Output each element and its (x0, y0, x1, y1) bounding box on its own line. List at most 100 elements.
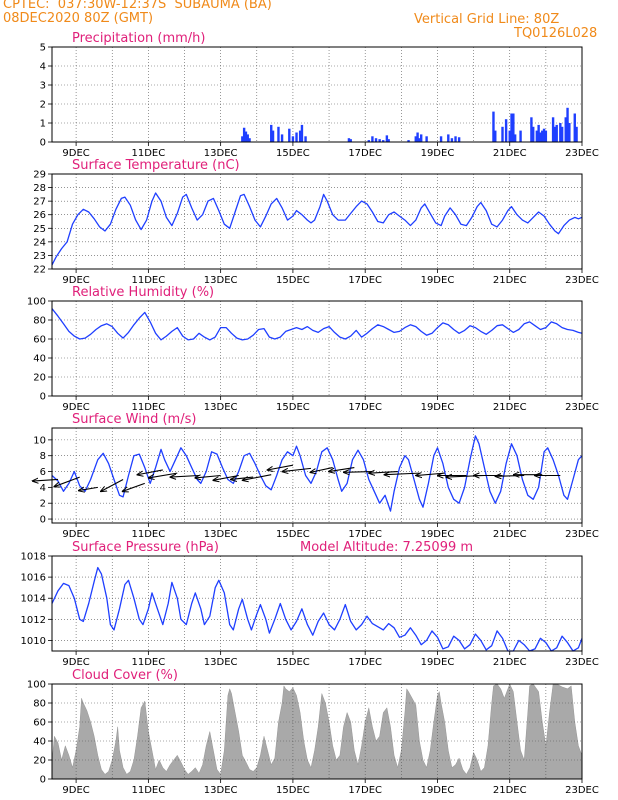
x-tick-label: 11DEC (132, 275, 166, 286)
panel-subtitle-pres: Model Altitude: 7.25099 m (300, 540, 473, 555)
y-tick-label: 22 (33, 265, 46, 276)
precip-bar (298, 130, 302, 142)
precip-bar (407, 140, 410, 142)
x-tick-label: 11DEC (132, 148, 166, 159)
precip-bar (537, 124, 540, 142)
y-tick-label: 1018 (21, 552, 46, 563)
panel-pres: Surface Pressure (hPa) Model Altitude: 7.… (21, 540, 599, 668)
precip-bar (573, 113, 576, 142)
y-tick-label: 40 (33, 737, 46, 748)
wind-vector-arrow (242, 474, 272, 481)
precip-bar (367, 140, 371, 142)
precip-bar (541, 130, 544, 142)
x-tick-label: 21DEC (493, 529, 527, 540)
precip-bar (419, 134, 423, 142)
wind-vector-arrow (54, 476, 80, 487)
x-tick-label: 19DEC (421, 657, 455, 668)
panel-frame (51, 300, 583, 397)
wind-vector-arrow (122, 482, 145, 491)
wind-vector-arrow (195, 476, 221, 478)
y-tick-label: 10 (33, 435, 46, 446)
y-tick-label: 1012 (21, 615, 46, 626)
precip-bar (242, 127, 246, 142)
wind-vector-arrow (79, 487, 98, 490)
precip-bar (508, 130, 511, 142)
y-tick-label: 23 (33, 251, 46, 262)
x-tick-label: 21DEC (493, 148, 527, 159)
precip-bar (244, 131, 248, 142)
header-grid-line: Vertical Grid Line: 80Z (414, 12, 560, 27)
precip-bar (564, 117, 567, 142)
y-tick-label: 29 (33, 170, 46, 181)
x-tick-label: 13DEC (204, 275, 238, 286)
series-line-wind (51, 435, 583, 512)
precip-bar (414, 136, 417, 142)
panel-precip: Precipitation (mm/h) 0 1 2 3 4 5 9DEC 11DEC 13DEC… (40, 31, 599, 159)
wind-vector-arrow (32, 479, 59, 481)
wind-vector-arrow (101, 478, 124, 491)
y-tick-label: 20 (33, 373, 46, 384)
x-tick-label: 9DEC (62, 402, 89, 413)
precip-bar (494, 130, 497, 142)
panel-title-precip: Precipitation (mm/h) (72, 31, 205, 46)
precip-bar (280, 134, 284, 142)
precip-bar (530, 117, 533, 142)
wind-vector-arrow (369, 472, 398, 474)
y-tick-label: 6 (40, 467, 46, 478)
panel-title-temp: Surface Temperature (nC) (72, 158, 240, 173)
precip-bar (371, 136, 374, 142)
x-tick-label: 11DEC (132, 402, 166, 413)
precip-bar (277, 126, 280, 142)
precip-bar (492, 111, 495, 142)
precip-bar (295, 132, 298, 142)
y-tick-label: 60 (33, 335, 46, 346)
precip-bar (270, 124, 273, 142)
y-tick-label: 20 (33, 756, 46, 767)
precip-bar (504, 119, 508, 142)
x-tick-label: 13DEC (204, 148, 238, 159)
y-tick-label: 100 (27, 297, 46, 308)
x-tick-label: 15DEC (276, 148, 310, 159)
precip-bar (382, 140, 385, 142)
wind-vector-arrow (384, 473, 420, 475)
series-line-rh (51, 308, 583, 341)
x-tick-label: 21DEC (493, 275, 527, 286)
panel-rh: Relative Humidity (%) 0 20 40 60 80 100 9DEC 11D… (27, 285, 599, 413)
panel-frame (51, 427, 583, 524)
y-tick-label: 26 (33, 210, 46, 221)
panel-title-rh: Relative Humidity (%) (72, 285, 214, 300)
x-tick-label: 17DEC (348, 529, 382, 540)
x-tick-label: 19DEC (421, 148, 455, 159)
panel-wind: Surface Wind (m/s) 0 2 4 6 8 10 9DEC 11DEC 13DEC 1… (32, 412, 599, 540)
y-tick-label: 100 (27, 680, 46, 691)
x-tick-label: 19DEC (421, 785, 455, 796)
panel-frame (51, 46, 583, 143)
x-tick-label: 11DEC (132, 529, 166, 540)
panel-title-wind: Surface Wind (m/s) (72, 412, 196, 427)
wind-vector-arrow (137, 469, 163, 475)
precip-bar (560, 126, 564, 142)
y-tick-label: 0 (40, 392, 46, 403)
x-tick-label: 19DEC (421, 275, 455, 286)
x-tick-label: 13DEC (204, 402, 238, 413)
x-tick-label: 11DEC (132, 657, 166, 668)
precip-bar (510, 113, 513, 142)
x-tick-label: 21DEC (493, 785, 527, 796)
precip-bar (559, 123, 562, 142)
y-tick-label: 28 (33, 183, 46, 194)
precip-bar (535, 130, 539, 142)
x-tick-label: 11DEC (132, 785, 166, 796)
y-tick-label: 0 (40, 138, 46, 149)
y-tick-label: 25 (33, 224, 46, 235)
cloud-cover-area (51, 683, 583, 780)
x-tick-label: 21DEC (493, 657, 527, 668)
precip-bar (347, 138, 351, 142)
x-tick-label: 23DEC (565, 148, 599, 159)
precip-bar (457, 137, 461, 142)
series-line-temp (51, 192, 583, 266)
y-tick-label: 80 (33, 699, 46, 710)
precip-bar (450, 138, 454, 142)
wind-vector-arrow (267, 464, 294, 470)
precip-bar (512, 113, 515, 142)
